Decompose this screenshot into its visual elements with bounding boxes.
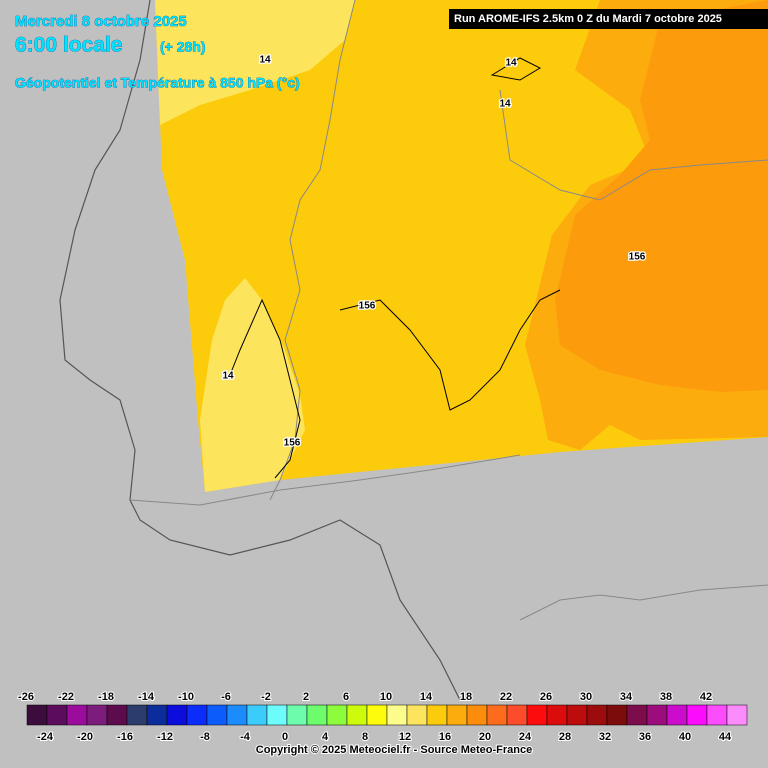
copyright: Copyright © 2025 Meteociel.fr - Source M… [256, 744, 532, 756]
contour-label: 156 [359, 301, 376, 312]
legend-label: -12 [157, 731, 173, 743]
legend-swatch [26, 704, 48, 726]
legend-swatch [706, 704, 728, 726]
legend-swatch [726, 704, 748, 726]
legend-label: 16 [439, 731, 451, 743]
legend-swatch [466, 704, 488, 726]
legend-label: 28 [559, 731, 571, 743]
legend-swatch [566, 704, 588, 726]
legend-label: 6 [343, 691, 349, 703]
legend-label: -22 [58, 691, 74, 703]
isotherm [229, 298, 301, 479]
run-info: Run AROME-IFS 2.5km 0 Z du Mardi 7 octob… [454, 13, 722, 25]
legend-label: 44 [719, 731, 732, 743]
legend-label: 10 [380, 691, 392, 703]
legend-swatch [646, 704, 668, 726]
legend-swatch [186, 704, 208, 726]
legend-swatch [526, 704, 548, 726]
legend-label: 32 [599, 731, 611, 743]
legend-swatch [506, 704, 528, 726]
local-time: 6:00 locale [15, 34, 122, 57]
legend-label: 38 [660, 691, 672, 703]
legend-label: 20 [479, 731, 491, 743]
legend-swatch [326, 704, 348, 726]
legend-label: 8 [362, 731, 368, 743]
legend-swatch [66, 704, 88, 726]
contour-label: 14 [222, 371, 234, 382]
legend-label: 2 [303, 691, 309, 703]
legend-label: -20 [77, 731, 93, 743]
legend-swatch [126, 704, 148, 726]
legend-label: 24 [519, 731, 532, 743]
legend-swatch [266, 704, 288, 726]
legend-swatch [226, 704, 248, 726]
date: Mercredi 8 octobre 2025 [15, 13, 187, 30]
legend-label: 26 [540, 691, 552, 703]
legend-swatch [486, 704, 508, 726]
border-line [269, 0, 356, 501]
legend-swatch [586, 704, 608, 726]
isotherm [490, 57, 542, 81]
parameter: Géopotentiel et Température à 850 hPa (°… [15, 75, 300, 91]
legend-label: 22 [500, 691, 512, 703]
temp-field-18-core [555, 0, 768, 392]
legend-label: -6 [221, 691, 231, 703]
run-banner [449, 9, 768, 29]
contour-label: 156 [284, 438, 301, 449]
legend-swatch [246, 704, 268, 726]
legend-label: 40 [679, 731, 691, 743]
legend-label: 0 [282, 731, 288, 743]
legend-swatch [146, 704, 168, 726]
legend-label: 12 [399, 731, 411, 743]
legend-label: 14 [420, 691, 433, 703]
border-line [129, 454, 521, 506]
border-line [499, 89, 768, 201]
legend-label: 34 [620, 691, 633, 703]
legend-label: -26 [18, 691, 34, 703]
legend-label: -8 [200, 731, 210, 743]
legend-swatch [386, 704, 408, 726]
legend-label: -24 [37, 731, 54, 743]
legend-swatch [46, 704, 68, 726]
legend-swatch [286, 704, 308, 726]
contour-label: 14 [499, 99, 511, 110]
legend-swatch [546, 704, 568, 726]
contour-label: 14 [505, 58, 517, 69]
legend-label: 42 [700, 691, 712, 703]
contour-label: 156 [629, 252, 646, 263]
temp-field-14-south [200, 278, 305, 492]
border-line [519, 584, 768, 621]
temp-field-14-north [155, 0, 355, 125]
legend-swatch [86, 704, 108, 726]
legend-label: 18 [460, 691, 472, 703]
legend-label: -18 [98, 691, 114, 703]
isohypse [339, 289, 561, 411]
legend-swatch [306, 704, 328, 726]
legend-label: -4 [240, 731, 251, 743]
legend-swatch [206, 704, 228, 726]
legend-label: 30 [580, 691, 592, 703]
legend-swatch [606, 704, 628, 726]
legend-label: -10 [178, 691, 194, 703]
legend-swatch [346, 704, 368, 726]
legend-label: 4 [322, 731, 329, 743]
legend-label: 36 [639, 731, 651, 743]
legend-label: -2 [261, 691, 271, 703]
legend-swatch [106, 704, 128, 726]
legend-label: -14 [138, 691, 155, 703]
legend-swatch [446, 704, 468, 726]
lead-time: (+ 28h) [160, 39, 206, 55]
legend-swatch [426, 704, 448, 726]
legend-swatch [686, 704, 708, 726]
contour-label: 14 [259, 55, 271, 66]
legend-swatch [626, 704, 648, 726]
legend-swatch [366, 704, 388, 726]
legend-swatch [166, 704, 188, 726]
legend-label: -16 [117, 731, 133, 743]
legend-swatch [666, 704, 688, 726]
legend-swatch [406, 704, 428, 726]
